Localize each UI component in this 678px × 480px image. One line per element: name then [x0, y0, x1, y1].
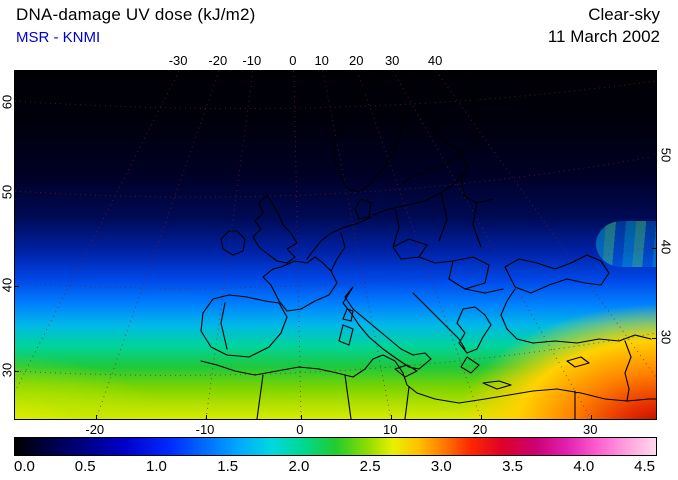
latitude-axis-right: 50 40 30 — [657, 70, 675, 418]
colorbar-tick-label: 0.0 — [14, 458, 35, 475]
lon-tick-label: -20 — [85, 422, 105, 437]
lon-tick-label: 20 — [349, 53, 364, 68]
graticule-lines — [15, 71, 656, 419]
axis-tick — [218, 71, 220, 75]
source-label: MSR - KNMI — [16, 29, 101, 46]
lat-tick-label: 50 — [658, 147, 674, 163]
lon-tick-label: 30 — [384, 53, 400, 68]
lon-tick-label: 10 — [314, 53, 329, 68]
lon-tick-label: -20 — [208, 53, 228, 68]
sky-condition-label: Clear-sky — [588, 5, 660, 24]
caucasus-anomaly-patch — [596, 221, 656, 267]
lon-tick-label: -10 — [195, 422, 215, 437]
axis-tick — [300, 415, 302, 419]
lat-tick-label: 50 — [0, 184, 15, 200]
axis-tick — [652, 248, 656, 250]
uv-dose-heatmap — [15, 71, 656, 419]
map-overlay-svg — [15, 71, 656, 419]
lon-tick-label: -10 — [242, 53, 262, 68]
colorbar-tick-label: 2.5 — [359, 458, 381, 475]
colorbar-tick-label: 4.0 — [573, 458, 595, 475]
colorbar-labels: 0.0 0.5 1.0 1.5 2.0 2.5 3.0 3.5 4.0 4.5 — [14, 458, 655, 476]
lon-tick-label: 0 — [289, 53, 297, 68]
axis-tick — [436, 71, 438, 75]
page-title: DNA-damage UV dose (kJ/m2) — [16, 5, 256, 24]
map-frame — [14, 70, 657, 420]
axis-tick — [179, 71, 181, 75]
colorbar-tick-label: 1.0 — [146, 458, 167, 475]
axis-tick — [95, 415, 97, 419]
axis-tick — [252, 71, 254, 75]
lat-tick-label: 40 — [0, 277, 15, 293]
date-label: 11 March 2002 — [547, 27, 660, 46]
lat-tick-label: 40 — [658, 239, 674, 255]
longitude-axis-top: -30 -20 -10 0 10 20 30 40 — [14, 52, 655, 68]
axis-tick — [652, 155, 656, 157]
colorbar — [14, 437, 657, 456]
axis-tick — [393, 71, 395, 75]
lon-tick-label: 40 — [427, 53, 443, 68]
colorbar-tick-label: 3.0 — [430, 458, 452, 475]
lon-tick-label: 10 — [383, 422, 398, 437]
axis-tick — [391, 415, 393, 419]
axis-tick — [357, 71, 359, 75]
lat-tick-label: 30 — [658, 329, 674, 345]
lat-tick-label: 60 — [0, 94, 15, 110]
axis-tick — [206, 415, 208, 419]
axis-tick — [15, 286, 19, 288]
lon-tick-label: 20 — [472, 422, 488, 437]
lon-tick-label: 0 — [296, 422, 304, 437]
axis-tick — [481, 415, 482, 419]
axis-tick — [15, 192, 19, 194]
lon-tick-label: 30 — [583, 422, 598, 437]
axis-tick — [652, 337, 656, 339]
latitude-axis-left: 60 50 40 30 — [0, 70, 15, 418]
colorbar-tick-label: 3.5 — [502, 458, 523, 475]
lat-tick-label: 30 — [0, 362, 15, 378]
colorbar-tick-label: 1.5 — [217, 458, 239, 475]
axis-tick — [15, 103, 19, 105]
axis-tick — [293, 71, 295, 75]
coastline-paths — [200, 71, 656, 419]
longitude-axis-bottom: -20 -10 0 10 20 30 — [14, 421, 655, 437]
colorbar-tick-label: 4.5 — [634, 458, 655, 475]
colorbar-tick-label: 2.0 — [288, 458, 310, 475]
axis-tick — [322, 71, 324, 75]
axis-tick — [591, 415, 593, 419]
colorbar-tick-label: 0.5 — [74, 458, 96, 475]
axis-tick — [15, 370, 19, 372]
lon-tick-label: -30 — [168, 53, 188, 68]
